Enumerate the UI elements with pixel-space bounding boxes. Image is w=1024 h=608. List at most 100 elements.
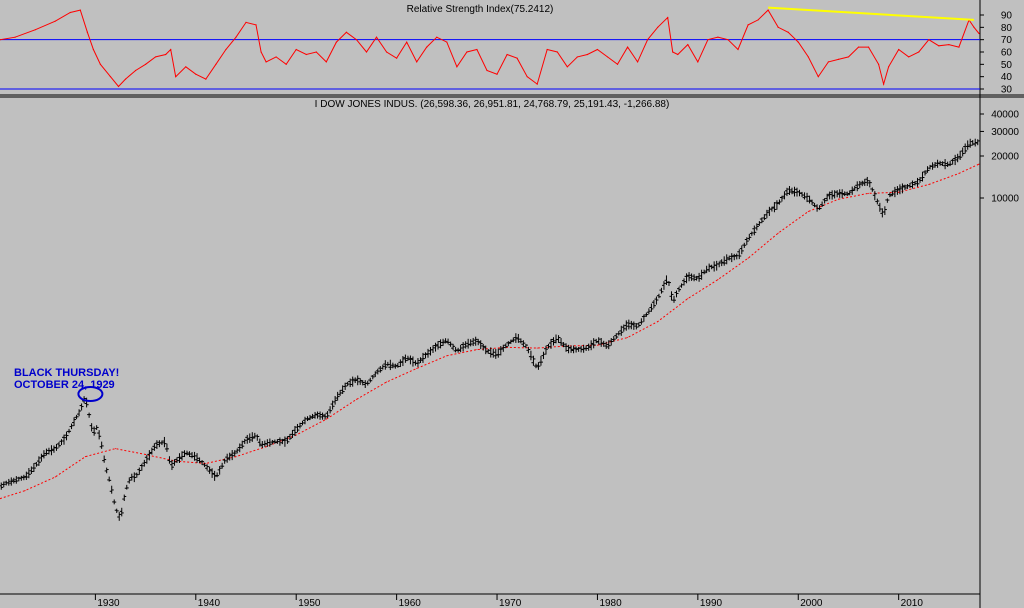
rsi-point bbox=[396, 57, 398, 59]
moving-average-point bbox=[928, 183, 930, 185]
rsi-point bbox=[867, 46, 870, 48]
rsi-point bbox=[707, 39, 709, 41]
x-tick-label: 1930 bbox=[97, 598, 120, 608]
moving-average-point bbox=[596, 344, 598, 346]
rsi-point bbox=[215, 63, 217, 65]
rsi-point bbox=[717, 36, 719, 38]
rsi-point bbox=[205, 78, 207, 80]
rsi-point bbox=[888, 66, 890, 68]
rsi-point bbox=[155, 56, 157, 58]
rsi-point bbox=[687, 44, 689, 46]
rsi-point bbox=[757, 19, 759, 21]
moving-average-point bbox=[325, 418, 327, 420]
rsi-point bbox=[165, 53, 167, 56]
rsi-point bbox=[117, 85, 120, 88]
rsi-point bbox=[99, 63, 102, 65]
rsi-point bbox=[672, 51, 674, 53]
rsi-point bbox=[245, 21, 247, 23]
moving-average-point bbox=[24, 490, 26, 492]
moving-average-point bbox=[54, 476, 56, 478]
rsi-point bbox=[877, 63, 880, 65]
rsi-y-tick-label: 90 bbox=[1001, 11, 1013, 22]
rsi-y-tick-label: 60 bbox=[1001, 48, 1013, 59]
rsi-point bbox=[185, 66, 187, 68]
moving-average-point bbox=[145, 454, 147, 456]
x-tick-label: 1970 bbox=[499, 598, 522, 608]
rsi-point bbox=[265, 61, 267, 63]
rsi-point bbox=[255, 24, 257, 26]
moving-average-point bbox=[717, 279, 719, 281]
rsi-point bbox=[667, 16, 669, 19]
rsi-point bbox=[175, 76, 177, 78]
rsi-point bbox=[556, 51, 558, 53]
rsi-point bbox=[807, 56, 809, 58]
price-y-tick-label: 30000 bbox=[991, 127, 1019, 138]
moving-average-point bbox=[506, 346, 508, 348]
moving-average-point bbox=[295, 434, 297, 436]
moving-average-point bbox=[958, 172, 960, 174]
x-tick-label: 1990 bbox=[700, 598, 723, 608]
rsi-point bbox=[335, 41, 337, 43]
rsi-point bbox=[637, 61, 639, 63]
rsi-point bbox=[134, 69, 137, 72]
rsi-point bbox=[275, 56, 277, 58]
x-tick-label: 2010 bbox=[901, 598, 924, 608]
rsi-point bbox=[195, 73, 197, 75]
rsi-point bbox=[345, 31, 348, 33]
rsi-point bbox=[144, 63, 147, 65]
rsi-point bbox=[546, 48, 548, 51]
rsi-point bbox=[295, 48, 297, 51]
rsi-point bbox=[456, 66, 458, 68]
rsi-point bbox=[516, 57, 518, 59]
rsi-trendline bbox=[768, 6, 975, 21]
rsi-point bbox=[86, 31, 88, 33]
rsi-point bbox=[596, 48, 599, 51]
moving-average-point bbox=[476, 349, 478, 351]
rsi-point bbox=[606, 56, 609, 58]
rsi-point bbox=[797, 41, 799, 43]
rsi-point bbox=[647, 39, 649, 41]
x-tick-label: 1980 bbox=[599, 598, 622, 608]
rsi-panel bbox=[0, 0, 980, 95]
rsi-point bbox=[0, 39, 1, 41]
rsi-point bbox=[506, 53, 508, 56]
rsi-point bbox=[767, 9, 769, 11]
x-tick-label: 1960 bbox=[399, 598, 422, 608]
rsi-title: Relative Strength Index(75.2412) bbox=[407, 4, 554, 15]
moving-average-point bbox=[747, 257, 749, 259]
rsi-y-tick-label: 50 bbox=[1001, 60, 1013, 71]
rsi-point bbox=[908, 56, 910, 58]
rsi-point bbox=[92, 48, 94, 51]
rsi-point bbox=[170, 48, 172, 51]
rsi-point bbox=[305, 53, 307, 56]
rsi-point bbox=[79, 9, 81, 11]
annotation-line-1: BLACK THURSDAY! bbox=[14, 367, 119, 379]
x-tick-label: 2000 bbox=[800, 598, 823, 608]
price-y-tick-label: 10000 bbox=[991, 194, 1019, 205]
moving-average-point bbox=[837, 198, 839, 200]
rsi-point bbox=[747, 24, 749, 26]
moving-average-point bbox=[657, 321, 659, 323]
rsi-point bbox=[727, 39, 729, 41]
black-thursday-annotation: BLACK THURSDAY! OCTOBER 24, 1929 bbox=[14, 367, 119, 402]
rsi-point bbox=[109, 76, 112, 78]
moving-average-point bbox=[898, 191, 900, 193]
rsi-point bbox=[566, 66, 568, 68]
rsi-point bbox=[466, 51, 468, 53]
rsi-point bbox=[616, 63, 619, 65]
moving-average-point bbox=[536, 347, 538, 349]
rsi-point bbox=[697, 61, 699, 63]
rsi-point bbox=[857, 46, 860, 48]
moving-average-point bbox=[777, 232, 779, 234]
rsi-point bbox=[928, 39, 930, 41]
price-y-tick-label: 20000 bbox=[991, 152, 1019, 163]
rsi-point bbox=[817, 76, 819, 78]
rsi-point bbox=[677, 53, 679, 56]
rsi-point bbox=[365, 51, 368, 53]
rsi-point bbox=[973, 26, 975, 28]
rsi-y-tick-label: 40 bbox=[1001, 72, 1013, 83]
rsi-point bbox=[938, 45, 940, 47]
rsi-point bbox=[315, 51, 317, 53]
